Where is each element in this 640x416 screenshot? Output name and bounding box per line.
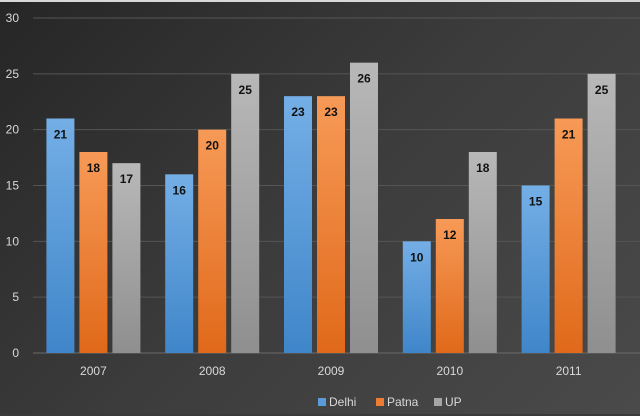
x-tick-label: 2007	[80, 364, 107, 378]
data-label: 26	[357, 72, 371, 86]
data-label: 18	[476, 161, 490, 175]
data-label: 23	[324, 105, 338, 119]
y-tick-label: 15	[6, 179, 20, 193]
data-label: 21	[562, 128, 576, 142]
bar-delhi-2010	[402, 241, 431, 353]
data-label: 16	[173, 183, 187, 197]
data-label: 17	[120, 172, 134, 186]
data-label: 20	[206, 139, 220, 153]
bar-patna-2008	[198, 129, 227, 353]
legend-label-delhi: Delhi	[329, 395, 356, 409]
legend-swatch-delhi	[318, 398, 326, 406]
x-tick-label: 2009	[318, 364, 345, 378]
data-label: 15	[529, 195, 543, 209]
data-label: 10	[410, 250, 424, 264]
bar-patna-2009	[317, 96, 345, 354]
bar-delhi-2009	[284, 96, 312, 354]
bar-up-2008	[231, 73, 260, 353]
legend-label-patna: Patna	[387, 395, 419, 409]
legend-label-up: UP	[445, 395, 462, 409]
bar-patna-2011	[554, 118, 583, 353]
legend-swatch-patna	[376, 398, 384, 406]
bar-patna-2007	[79, 152, 108, 353]
y-tick-label: 5	[12, 290, 19, 304]
bar-up-2011	[587, 73, 616, 353]
x-tick-label: 2011	[556, 364, 582, 378]
bar-delhi-2007	[46, 118, 75, 353]
bar-up-2007	[112, 163, 141, 353]
bar-delhi-2011	[521, 185, 550, 353]
y-tick-label: 20	[6, 123, 20, 137]
y-tick-label: 30	[6, 11, 20, 25]
data-label: 18	[87, 161, 101, 175]
y-tick-label: 0	[12, 346, 19, 360]
data-label: 23	[291, 105, 305, 119]
data-label: 25	[595, 83, 609, 97]
bar-up-2009	[350, 62, 378, 354]
data-label: 12	[443, 228, 457, 242]
y-tick-label: 10	[6, 234, 20, 248]
y-tick-label: 25	[6, 67, 20, 81]
x-tick-label: 2008	[199, 364, 226, 378]
bar-up-2010	[468, 152, 497, 353]
legend-swatch-up	[434, 398, 442, 406]
data-label: 25	[239, 83, 253, 97]
x-tick-label: 2010	[436, 364, 463, 378]
bar-delhi-2008	[165, 174, 194, 353]
bar-patna-2010	[435, 219, 464, 353]
data-label: 21	[54, 128, 68, 142]
